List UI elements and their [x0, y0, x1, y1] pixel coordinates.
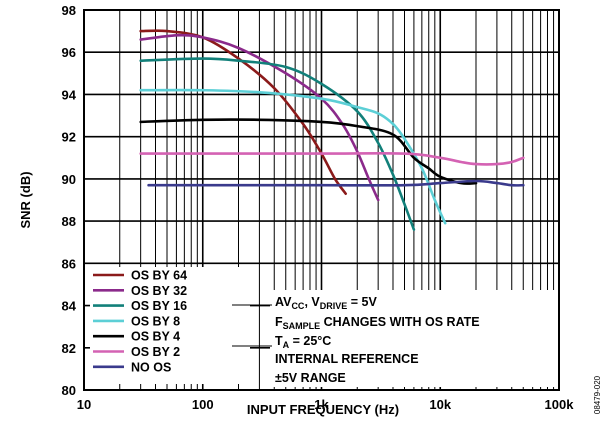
annotation-line-4: INTERNAL REFERENCE	[275, 352, 419, 366]
series-line	[139, 118, 478, 185]
series-line	[139, 33, 380, 202]
legend-label: OS BY 32	[131, 284, 187, 298]
y-tick-label: 98	[62, 3, 76, 18]
figure-id: 08479-020	[593, 375, 602, 414]
conditions-annotation: AVCC, VDRIVE = 5V FSAMPLE CHANGES WITH O…	[232, 295, 480, 385]
series-line	[139, 57, 416, 231]
legend-label: NO OS	[131, 360, 171, 374]
legend-label: OS BY 16	[131, 299, 187, 313]
legend-label: OS BY 2	[131, 345, 180, 359]
series-line	[147, 179, 525, 187]
annotation-background	[270, 290, 558, 387]
annotation-line-3: TA = 25°C	[275, 334, 331, 350]
y-tick-label: 96	[62, 45, 76, 60]
plot-frame	[83, 9, 560, 391]
tick-labels: 80 82 84 86 88 90 92 94 96 98 10 100 1k 10k 100k	[62, 3, 575, 412]
legend-box	[90, 267, 250, 384]
x-tick-label: 10k	[429, 397, 451, 412]
annotation-line-1: AVCC, VDRIVE = 5V	[275, 295, 377, 311]
legend-label: OS BY 8	[131, 314, 180, 328]
x-axis-title: INPUT FREQUENCY (Hz)	[247, 402, 399, 417]
x-tick-label: 1k	[314, 397, 329, 412]
legend-background	[90, 267, 250, 384]
series-line	[139, 88, 447, 225]
y-tick-label: 86	[62, 256, 76, 271]
series-line	[139, 151, 525, 166]
series-line	[139, 29, 347, 195]
annotation-box	[270, 290, 558, 387]
x-tick-label: 10	[77, 397, 91, 412]
x-tick-label: 100	[192, 397, 214, 412]
y-tick-label: 88	[62, 214, 76, 229]
series-lines	[139, 29, 525, 231]
y-axis-title: SNR (dB)	[18, 171, 33, 228]
y-tick-label: 80	[62, 383, 76, 398]
x-tick-label: 100k	[545, 397, 575, 412]
annotation-line-2: FSAMPLE CHANGES WITH OS RATE	[275, 315, 480, 331]
legend-label: OS BY 64	[131, 269, 187, 283]
y-tick-label: 94	[62, 87, 77, 102]
legend-label: OS BY 4	[131, 330, 180, 344]
y-tick-label: 84	[62, 299, 77, 314]
y-tick-label: 90	[62, 172, 76, 187]
y-tick-label: 92	[62, 130, 76, 145]
y-tick-label: 82	[62, 341, 76, 356]
annotation-line-5: ±5V RANGE	[275, 371, 346, 385]
